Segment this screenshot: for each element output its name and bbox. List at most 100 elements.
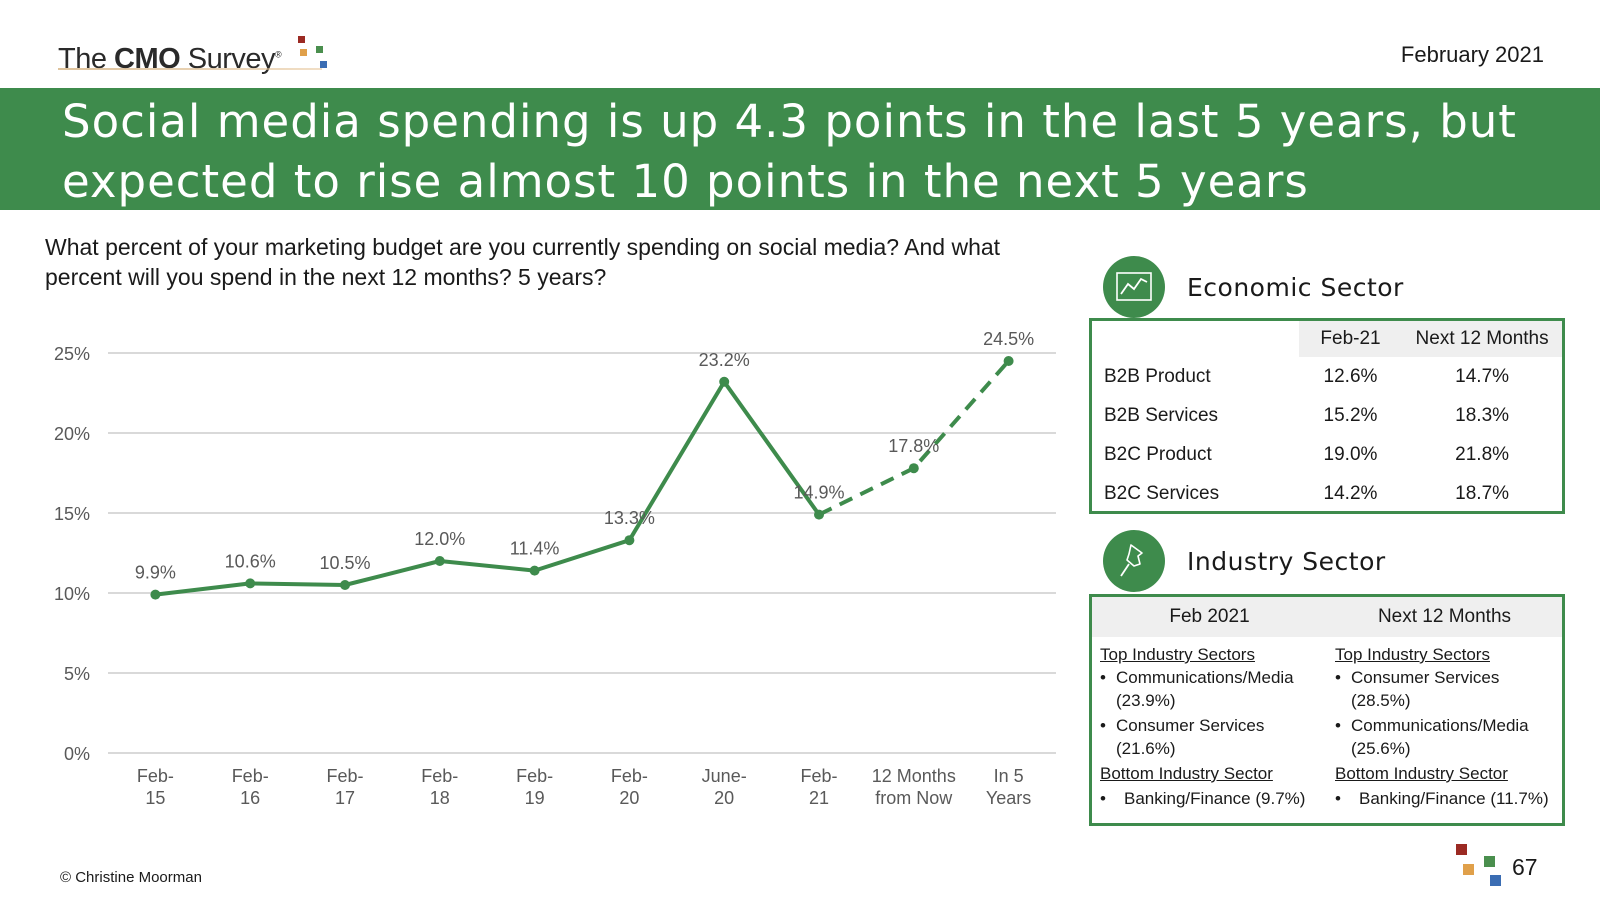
- data-point: [150, 589, 161, 600]
- pushpin-icon: [1103, 530, 1165, 592]
- x-tick-label: Feb-15: [137, 766, 174, 808]
- x-tick-label: Feb-16: [232, 766, 269, 808]
- list-item-value: (28.5%): [1351, 691, 1411, 710]
- table-header-row: Feb-21 Next 12 Months: [1092, 321, 1562, 357]
- row-label: B2C Product: [1104, 443, 1212, 465]
- x-tick-label: Feb-17: [326, 766, 363, 808]
- next12-value: 18.7%: [1455, 482, 1510, 504]
- list-item: • Consumer Services: [1335, 668, 1500, 687]
- data-label: 24.5%: [983, 329, 1034, 349]
- x-tick-label: June-20: [702, 766, 747, 808]
- list-item-value: (25.6%): [1351, 739, 1411, 758]
- actual-series-line: [155, 379, 821, 597]
- industry-columns: Top Industry Sectors • Communications/Med…: [1092, 637, 1562, 810]
- page-number: 67: [1512, 854, 1538, 880]
- social-media-spending-chart: 0% 5% 10% 15% 20% 25% Feb-15 Feb-16 Feb-17 Feb-1…: [54, 329, 1056, 808]
- report-date: February 2021: [1400, 42, 1544, 67]
- y-tick-label: 10%: [54, 584, 90, 604]
- list-item: • Communications/Media: [1100, 668, 1294, 687]
- x-tick-label: Feb-21: [800, 766, 837, 808]
- top-sectors-label: Top Industry Sectors: [1335, 645, 1490, 664]
- list-item: • Banking/Finance (9.7%): [1100, 789, 1306, 808]
- table-row: B2B Product 12.6% 14.7%: [1092, 357, 1562, 396]
- data-label: 9.9%: [135, 563, 176, 583]
- data-point: [814, 509, 824, 520]
- data-point: [1003, 356, 1014, 366]
- feb21-value: 19.0%: [1323, 443, 1378, 465]
- logo-square-orange: [300, 49, 307, 56]
- economic-sector-title: Economic Sector: [1187, 272, 1404, 302]
- economic-sector-header: Economic Sector: [1103, 256, 1404, 318]
- data-label: 12.0%: [414, 529, 465, 549]
- list-item-value: (23.9%): [1116, 691, 1176, 710]
- list-item-value: (21.6%): [1116, 739, 1176, 758]
- y-tick-label: 0%: [64, 744, 90, 764]
- y-tick-label: 15%: [54, 504, 90, 524]
- blank-header: [1092, 321, 1299, 357]
- industry-sector-box: Feb 2021 Next 12 Months Top Industry Sec…: [1089, 594, 1565, 826]
- footer-square-blue: [1490, 875, 1501, 886]
- row-label: B2C Services: [1104, 482, 1220, 504]
- survey-question: What percent of your marketing budget ar…: [45, 234, 1001, 290]
- table-row: B2C Services 14.2% 18.7%: [1092, 474, 1562, 513]
- data-label: 17.8%: [888, 436, 939, 456]
- y-tick-label: 20%: [54, 424, 90, 444]
- y-tick-label: 5%: [64, 664, 90, 684]
- logo-square-red: [298, 36, 305, 43]
- data-label: 11.4%: [510, 539, 560, 559]
- economic-sector-table: Feb-21 Next 12 Months B2B Product 12.6% …: [1092, 321, 1562, 513]
- next12-column: Top Industry Sectors • Consumer Services …: [1327, 643, 1562, 810]
- feb21-value: 14.2%: [1323, 482, 1378, 504]
- data-point: [624, 535, 635, 546]
- feb2021-column: Top Industry Sectors • Communications/Med…: [1092, 643, 1327, 810]
- title-banner: Social media spending is up 4.3 points i…: [0, 88, 1600, 210]
- footer-square-red: [1456, 844, 1467, 855]
- x-tick-label: 12 Months from Now: [872, 766, 956, 808]
- row-label: B2B Product: [1104, 365, 1211, 387]
- data-point: [434, 556, 445, 566]
- next12-value: 14.7%: [1455, 365, 1510, 387]
- logo-square-green: [316, 46, 323, 53]
- trend-chart-icon: [1103, 256, 1165, 318]
- x-tick-label: Feb-20: [611, 766, 648, 808]
- y-tick-label: 25%: [54, 344, 90, 364]
- feb21-value: 12.6%: [1323, 365, 1378, 387]
- next12-value: 18.3%: [1455, 404, 1510, 426]
- col-feb2021-header: Feb 2021: [1169, 606, 1250, 627]
- data-label: 13.3%: [604, 508, 655, 528]
- copyright: © Christine Moorman: [60, 869, 202, 886]
- slide-title: Social media spending is up 4.3 points i…: [62, 95, 1517, 208]
- list-item: • Consumer Services: [1100, 716, 1265, 735]
- industry-header-row: Feb 2021 Next 12 Months: [1092, 597, 1562, 637]
- bottom-sector-label: Bottom Industry Sector: [1100, 764, 1273, 783]
- data-label: 23.2%: [699, 350, 750, 370]
- economic-sector-table-box: Feb-21 Next 12 Months B2B Product 12.6% …: [1089, 318, 1565, 514]
- table-row: B2B Services 15.2% 18.3%: [1092, 396, 1562, 435]
- feb21-value: 15.2%: [1323, 404, 1378, 426]
- top-sectors-label: Top Industry Sectors: [1100, 645, 1255, 664]
- x-tick-label: In 5 Years: [986, 766, 1031, 808]
- next12-value: 21.8%: [1455, 443, 1510, 465]
- table-row: B2C Product 19.0% 21.8%: [1092, 435, 1562, 474]
- data-label: 10.5%: [319, 553, 370, 573]
- data-point: [529, 565, 540, 576]
- logo-underline: [58, 68, 322, 70]
- list-item: • Banking/Finance (11.7%): [1335, 789, 1549, 808]
- row-label: B2B Services: [1104, 404, 1219, 426]
- logo-square-blue: [320, 61, 327, 68]
- data-point: [719, 376, 730, 387]
- col-feb21-header: Feb-21: [1298, 321, 1403, 357]
- data-point: [908, 463, 919, 474]
- industry-sector-title: Industry Sector: [1187, 546, 1386, 576]
- data-label: 10.6%: [225, 551, 276, 571]
- industry-sector-header: Industry Sector: [1103, 530, 1386, 592]
- footer-square-orange: [1463, 864, 1474, 875]
- list-item: • Communications/Media: [1335, 716, 1529, 735]
- x-tick-label: Feb-18: [421, 766, 458, 808]
- data-point: [245, 578, 256, 589]
- col-next12-header: Next 12 Months: [1377, 606, 1512, 627]
- data-label: 14.9%: [793, 483, 844, 503]
- data-point: [340, 580, 350, 590]
- bottom-sector-label: Bottom Industry Sector: [1335, 764, 1508, 783]
- footer-square-green: [1484, 856, 1495, 867]
